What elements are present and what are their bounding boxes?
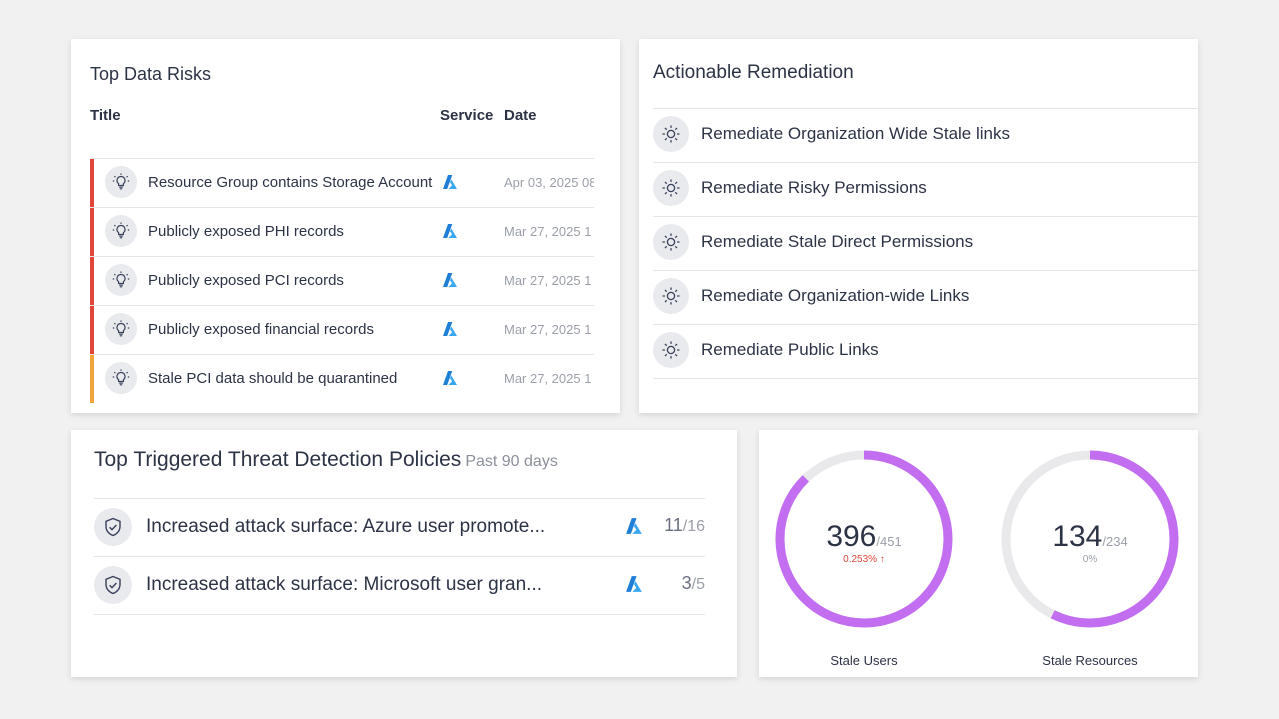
column-header-date[interactable]: Date xyxy=(504,107,537,124)
remediation-label: Remediate Organization-wide Links xyxy=(701,286,970,305)
column-header-service[interactable]: Service xyxy=(440,107,494,124)
risk-title[interactable]: Publicly exposed financial records xyxy=(148,321,374,338)
top-data-risks-card: Top Data Risks Title Service Date Resour… xyxy=(71,39,620,413)
remediation-item[interactable]: Remediate Stale Direct Permissions xyxy=(653,216,1198,270)
risk-title[interactable]: Resource Group contains Storage Account xyxy=(148,174,433,191)
threat-title: Top Triggered Threat Detection Policies xyxy=(94,448,462,471)
card-title: Top Triggered Threat Detection Policies P… xyxy=(94,448,558,472)
stale-users-ring xyxy=(775,450,953,628)
stale-resources-label: Stale Resources xyxy=(1042,653,1138,668)
threat-count-total: /5 xyxy=(691,576,705,593)
lightbulb-icon xyxy=(105,166,137,198)
threat-count-value: 11 xyxy=(664,515,683,535)
risk-date: Mar 27, 2025 1 xyxy=(504,224,592,239)
stale-resources-ring xyxy=(1001,450,1179,628)
stale-resources-count: 134 xyxy=(1052,520,1103,553)
remediation-item[interactable]: Remediate Organization-wide Links xyxy=(653,270,1198,324)
remediation-item[interactable]: Remediate Public Links xyxy=(653,324,1198,378)
threat-policies-card: Top Triggered Threat Detection Policies P… xyxy=(71,430,737,677)
stale-users-label: Stale Users xyxy=(830,653,898,668)
stale-resources-total: /234 xyxy=(1102,534,1128,549)
stale-stats-card: 396/451 0.253% ↑ Stale Users 134/234 0% … xyxy=(759,430,1198,677)
stale-users-change: 0.253% ↑ xyxy=(843,554,885,565)
lightbulb-icon xyxy=(105,362,137,394)
stale-resources-change: 0% xyxy=(1082,554,1098,565)
risk-date: Mar 27, 2025 1 xyxy=(504,273,592,288)
lightbulb-icon xyxy=(105,313,137,345)
card-title: Actionable Remediation xyxy=(653,62,854,83)
donut-fill xyxy=(775,450,953,628)
lightbulb-icon xyxy=(105,215,137,247)
risk-date: Mar 27, 2025 1 xyxy=(504,371,592,386)
stale-resources-donut[interactable]: 134/234 0% Stale Resources xyxy=(999,448,1181,668)
stale-users-count: 396 xyxy=(826,520,877,553)
column-header-title[interactable]: Title xyxy=(90,107,121,124)
threat-count-total: /16 xyxy=(682,518,705,535)
remediation-label: Remediate Organization Wide Stale links xyxy=(701,124,1010,143)
severity-bar xyxy=(90,355,94,403)
sun-icon xyxy=(653,332,689,368)
azure-icon xyxy=(442,174,458,190)
sun-icon xyxy=(653,116,689,152)
shield-check-icon xyxy=(94,566,132,604)
threat-subtitle: Past 90 days xyxy=(465,453,558,470)
threat-count: 11/16 xyxy=(664,515,705,536)
remediation-label: Remediate Risky Permissions xyxy=(701,178,927,197)
azure-icon xyxy=(625,517,643,535)
risk-row[interactable]: Publicly exposed financial records Mar 2… xyxy=(90,305,594,354)
threat-list: Increased attack surface: Azure user pro… xyxy=(94,498,705,615)
remediation-label: Remediate Public Links xyxy=(701,340,879,359)
sun-icon xyxy=(653,170,689,206)
stale-users-donut[interactable]: 396/451 0.253% ↑ Stale Users xyxy=(773,448,955,668)
shield-check-icon xyxy=(94,508,132,546)
azure-icon xyxy=(442,370,458,386)
severity-bar xyxy=(90,208,94,256)
severity-bar xyxy=(90,257,94,305)
severity-bar xyxy=(90,306,94,354)
azure-icon xyxy=(625,575,643,593)
risk-list: Resource Group contains Storage Account … xyxy=(90,158,594,403)
risk-title[interactable]: Stale PCI data should be quarantined xyxy=(148,370,398,387)
sun-icon xyxy=(653,224,689,260)
stale-users-total: /451 xyxy=(876,534,902,549)
risk-date: Mar 27, 2025 1 xyxy=(504,322,592,337)
donut-fill xyxy=(1001,450,1179,628)
card-title: Top Data Risks xyxy=(90,64,212,84)
risk-row[interactable]: Stale PCI data should be quarantined Mar… xyxy=(90,354,594,403)
risk-title[interactable]: Publicly exposed PCI records xyxy=(148,272,344,289)
remediation-item[interactable]: Remediate Risky Permissions xyxy=(653,162,1198,216)
risk-date: Apr 03, 2025 08 xyxy=(504,175,594,190)
azure-icon xyxy=(442,272,458,288)
threat-count-value: 3 xyxy=(681,573,692,593)
remediation-label: Remediate Stale Direct Permissions xyxy=(701,232,974,251)
lightbulb-icon xyxy=(105,264,137,296)
remediation-list: Remediate Organization Wide Stale links … xyxy=(653,108,1198,379)
risk-row[interactable]: Publicly exposed PCI records Mar 27, 202… xyxy=(90,256,594,305)
azure-icon xyxy=(442,321,458,337)
threat-label: Increased attack surface: Microsoft user… xyxy=(146,574,543,595)
actionable-remediation-card: Actionable Remediation Remediate Organiz… xyxy=(639,39,1198,413)
azure-icon xyxy=(442,223,458,239)
stale-resources-value: 134/234 xyxy=(999,520,1181,554)
threat-label: Increased attack surface: Azure user pro… xyxy=(146,516,546,537)
risk-row[interactable]: Publicly exposed PHI records Mar 27, 202… xyxy=(90,207,594,256)
threat-row[interactable]: Increased attack surface: Microsoft user… xyxy=(94,556,705,614)
stale-users-value: 396/451 xyxy=(773,520,955,554)
threat-row[interactable]: Increased attack surface: Azure user pro… xyxy=(94,498,705,556)
risk-title[interactable]: Publicly exposed PHI records xyxy=(148,223,344,240)
sun-icon xyxy=(653,278,689,314)
risk-row[interactable]: Resource Group contains Storage Account … xyxy=(90,158,594,207)
remediation-item[interactable]: Remediate Organization Wide Stale links xyxy=(653,108,1198,162)
threat-count: 3/5 xyxy=(682,573,705,594)
severity-bar xyxy=(90,159,94,207)
